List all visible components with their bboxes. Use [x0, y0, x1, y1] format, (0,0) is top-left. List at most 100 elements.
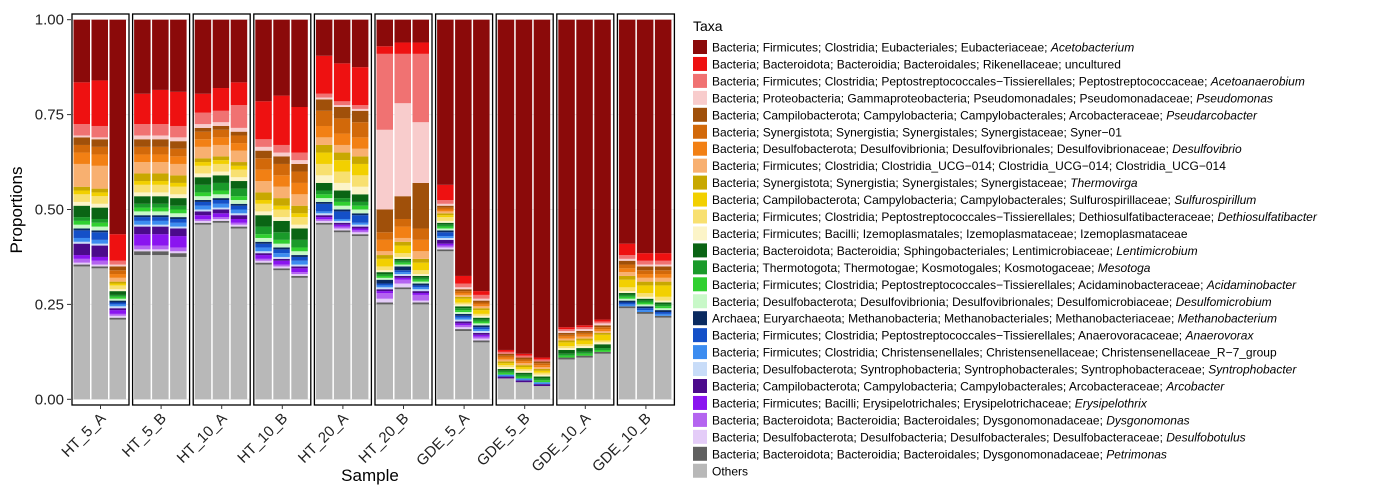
bar-segment	[497, 361, 515, 364]
legend-label: Bacteria; Firmicutes; Clostridia; Peptos…	[712, 210, 1318, 224]
bar-segment	[437, 228, 454, 231]
bar-segment	[255, 241, 272, 244]
bar-segment	[273, 95, 290, 145]
bar-segment	[473, 294, 490, 299]
bar-segment	[333, 63, 351, 102]
bar-segment	[152, 139, 169, 147]
legend-title: Taxa	[693, 18, 723, 34]
bar-segment	[376, 302, 393, 305]
bar-segment	[376, 232, 393, 240]
bar-segment	[594, 325, 611, 328]
bar-segment	[594, 19, 611, 320]
bar-segment	[273, 152, 290, 157]
legend-label: Bacteria; Firmicutes; Clostridia; Peptos…	[712, 329, 1254, 343]
bar-segment	[273, 232, 290, 240]
bar-segment	[558, 334, 575, 337]
bar-segment	[455, 298, 472, 303]
bar-segment	[497, 378, 515, 400]
legend-swatch	[693, 463, 707, 478]
bar-segment	[394, 241, 411, 246]
bar-segment	[255, 19, 272, 102]
legend-swatch	[693, 345, 707, 360]
bar-segment	[152, 192, 169, 197]
bar-segment	[212, 220, 230, 223]
bar-segment	[618, 279, 636, 288]
bar-segment	[412, 275, 429, 278]
bar-segment	[497, 357, 515, 360]
bar-segment	[170, 218, 187, 223]
bar-segment	[455, 325, 472, 328]
bar-segment	[109, 266, 126, 271]
bar-segment	[473, 300, 490, 303]
bar-segment	[291, 256, 308, 261]
bar-segment	[618, 304, 636, 307]
bar-segment	[455, 275, 472, 284]
bar-segment	[515, 355, 533, 358]
bar-segment	[394, 279, 411, 284]
legend-swatch	[693, 73, 707, 88]
bar-segment	[376, 272, 393, 275]
bar-segment	[91, 207, 108, 219]
bar-segment	[437, 230, 454, 233]
bar-segment	[73, 255, 90, 259]
bar-segment	[654, 277, 672, 282]
bar-segment	[255, 211, 272, 216]
bar-segment	[533, 367, 551, 369]
bar-segment	[315, 220, 333, 223]
bar-segment	[533, 386, 551, 400]
bar-segment	[134, 211, 151, 216]
bar-segment	[437, 19, 454, 185]
bar-segment	[636, 260, 654, 265]
x-tick-label: HT_10_B	[234, 410, 291, 467]
bar-segment	[230, 200, 248, 204]
bar-segment	[333, 230, 351, 233]
bar-segment	[473, 338, 490, 341]
bar-segment	[594, 332, 611, 335]
legend-label: Bacteria; Desulfobacterota; Desulfobacte…	[712, 430, 1246, 444]
bar-segment	[376, 258, 393, 267]
bar-segment	[636, 19, 654, 254]
bar-segment	[73, 186, 90, 191]
legend-swatch	[693, 260, 707, 275]
bar-segment	[73, 82, 90, 125]
legend-label: Bacteria; Synergistota; Synergistia; Syn…	[712, 125, 1122, 139]
legend-swatch	[693, 446, 707, 461]
bar-segment	[576, 351, 593, 354]
bar-segment	[73, 237, 90, 242]
bar-segment	[558, 359, 575, 400]
bar-segment	[515, 368, 533, 371]
bar-segment	[291, 277, 308, 400]
bar-segment	[91, 245, 108, 257]
bar-segment	[134, 245, 151, 250]
bar-segment	[230, 222, 248, 225]
bar-segment	[515, 363, 533, 366]
bar-segment	[376, 291, 393, 294]
bar-segment	[315, 213, 333, 216]
legend-label: Bacteria; Campilobacterota; Campylobacte…	[712, 380, 1225, 394]
legend-swatch	[693, 209, 707, 224]
bar-segment	[152, 251, 169, 256]
bar-segment	[91, 239, 108, 244]
bar-segment	[558, 330, 575, 333]
bar-segment	[576, 330, 593, 333]
bar-segment	[515, 372, 533, 375]
bar-segment	[455, 330, 472, 400]
bar-segment	[558, 355, 575, 358]
bar-segment	[437, 184, 454, 201]
bar-segment	[109, 291, 126, 295]
bar-segment	[315, 190, 333, 195]
bar-segment	[412, 262, 429, 271]
bar-segment	[291, 251, 308, 256]
bar-segment	[558, 327, 575, 330]
bar-segment	[515, 19, 533, 354]
y-tick-label: 0.75	[35, 107, 64, 124]
bar-segment	[497, 365, 515, 368]
bar-segment	[473, 330, 490, 333]
bar-segment	[654, 315, 672, 318]
legend-swatch	[693, 429, 707, 444]
bar-segment	[194, 112, 212, 125]
bar-segment	[515, 367, 533, 369]
bar-segment	[558, 329, 575, 331]
bar-segment	[533, 372, 551, 375]
legend-swatch	[693, 158, 707, 173]
